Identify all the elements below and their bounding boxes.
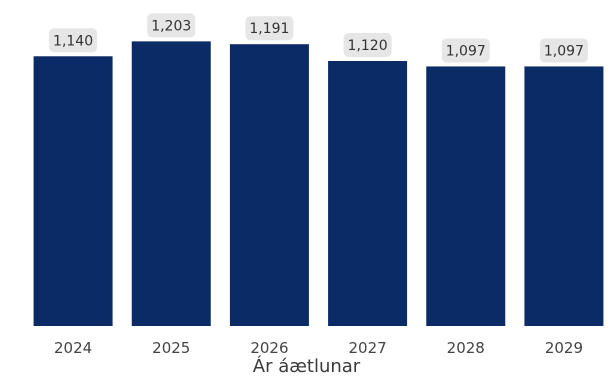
- data-label-bg: [147, 13, 196, 38]
- data-label-text: 1,097: [544, 43, 584, 59]
- data-label-bg: [49, 28, 98, 53]
- bar-2029: [524, 66, 604, 326]
- x-axis-title: Ár áætlunar: [252, 356, 361, 377]
- data-label-2025: 1,203: [147, 13, 196, 38]
- data-label-2027: 1,120: [343, 33, 392, 58]
- x-axis-ticks: 2024 2025 2026 2027 2028 2029: [54, 339, 583, 357]
- bar-2024: [33, 56, 113, 326]
- data-label-bg: [245, 16, 294, 41]
- data-label-bg: [441, 38, 490, 63]
- bar-2027: [328, 61, 408, 327]
- data-label-text: 1,203: [151, 18, 191, 34]
- x-tick-2024: 2024: [54, 339, 92, 357]
- data-label-2024: 1,140: [49, 28, 98, 53]
- data-labels-layer: 1,140 1,203 1,191 1,120 1,097 1,097: [49, 13, 588, 63]
- x-tick-2029: 2029: [545, 339, 583, 357]
- bar-2026: [229, 44, 309, 326]
- x-tick-2028: 2028: [447, 339, 485, 357]
- data-label-bg: [343, 33, 392, 58]
- bar-2025: [131, 41, 211, 326]
- bar-2028: [426, 66, 506, 326]
- data-label-2028: 1,097: [441, 38, 490, 63]
- data-label-bg: [539, 38, 588, 63]
- x-tick-2025: 2025: [152, 339, 190, 357]
- x-tick-2026: 2026: [250, 339, 288, 357]
- data-label-2029: 1,097: [539, 38, 588, 63]
- data-label-text: 1,191: [249, 21, 289, 37]
- data-label-2026: 1,191: [245, 16, 294, 41]
- data-label-text: 1,097: [446, 43, 486, 59]
- bars-layer: [33, 41, 604, 327]
- data-label-text: 1,120: [348, 38, 388, 54]
- data-label-text: 1,140: [53, 33, 93, 49]
- x-tick-2027: 2027: [348, 339, 386, 357]
